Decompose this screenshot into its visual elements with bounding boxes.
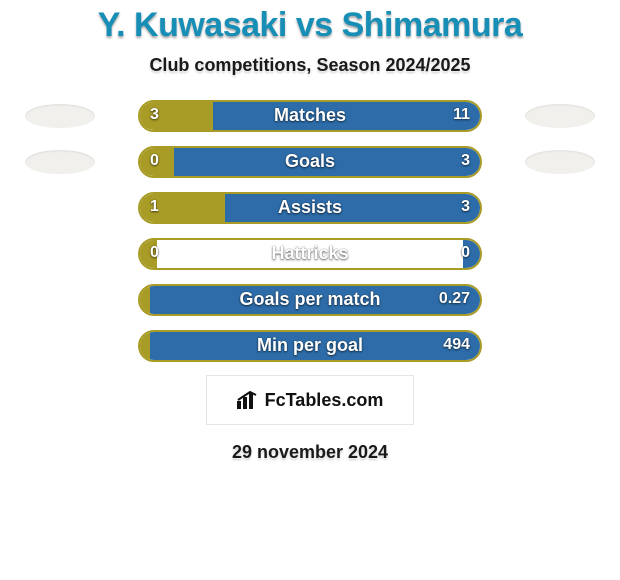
value-right: 0.27: [439, 284, 470, 316]
value-left: 3: [150, 100, 159, 132]
value-right: 494: [443, 330, 470, 362]
stat-row: 0.27Goals per match: [0, 284, 620, 316]
stat-pill: [138, 284, 482, 316]
value-left: 0: [150, 146, 159, 178]
fill-right: [150, 286, 480, 314]
fill-right: [174, 148, 480, 176]
stat-pill: [138, 192, 482, 224]
fill-right: [150, 332, 480, 360]
fill-left: [140, 332, 150, 360]
team-badge-right: [525, 104, 595, 128]
stat-pill: [138, 238, 482, 270]
logo: FcTables.com: [237, 390, 384, 411]
value-right: 3: [461, 192, 470, 224]
stats-container: 311Matches03Goals13Assists00Hattricks0.2…: [0, 100, 620, 362]
date-label: 29 november 2024: [0, 442, 620, 463]
stat-row: 13Assists: [0, 192, 620, 224]
fill-right: [225, 194, 480, 222]
team-badge-left: [25, 104, 95, 128]
stat-row: 03Goals: [0, 146, 620, 178]
page-title: Y. Kuwasaki vs Shimamura: [0, 6, 620, 45]
value-left: 0: [150, 238, 159, 270]
team-badge-right: [525, 150, 595, 174]
value-left: 1: [150, 192, 159, 224]
chart-icon: [237, 391, 259, 409]
stat-pill: [138, 100, 482, 132]
logo-box: FcTables.com: [207, 376, 413, 424]
value-right: 3: [461, 146, 470, 178]
stat-row: 00Hattricks: [0, 238, 620, 270]
infographic-card: Y. Kuwasaki vs Shimamura Club competitio…: [0, 0, 620, 580]
logo-text: FcTables.com: [265, 390, 384, 411]
team-badge-left: [25, 150, 95, 174]
stat-row: 311Matches: [0, 100, 620, 132]
value-right: 0: [461, 238, 470, 270]
stat-pill: [138, 146, 482, 178]
fill-left: [140, 286, 150, 314]
value-right: 11: [453, 100, 470, 132]
fill-right: [213, 102, 480, 130]
stat-row: 494Min per goal: [0, 330, 620, 362]
stat-pill: [138, 330, 482, 362]
subtitle: Club competitions, Season 2024/2025: [0, 55, 620, 76]
